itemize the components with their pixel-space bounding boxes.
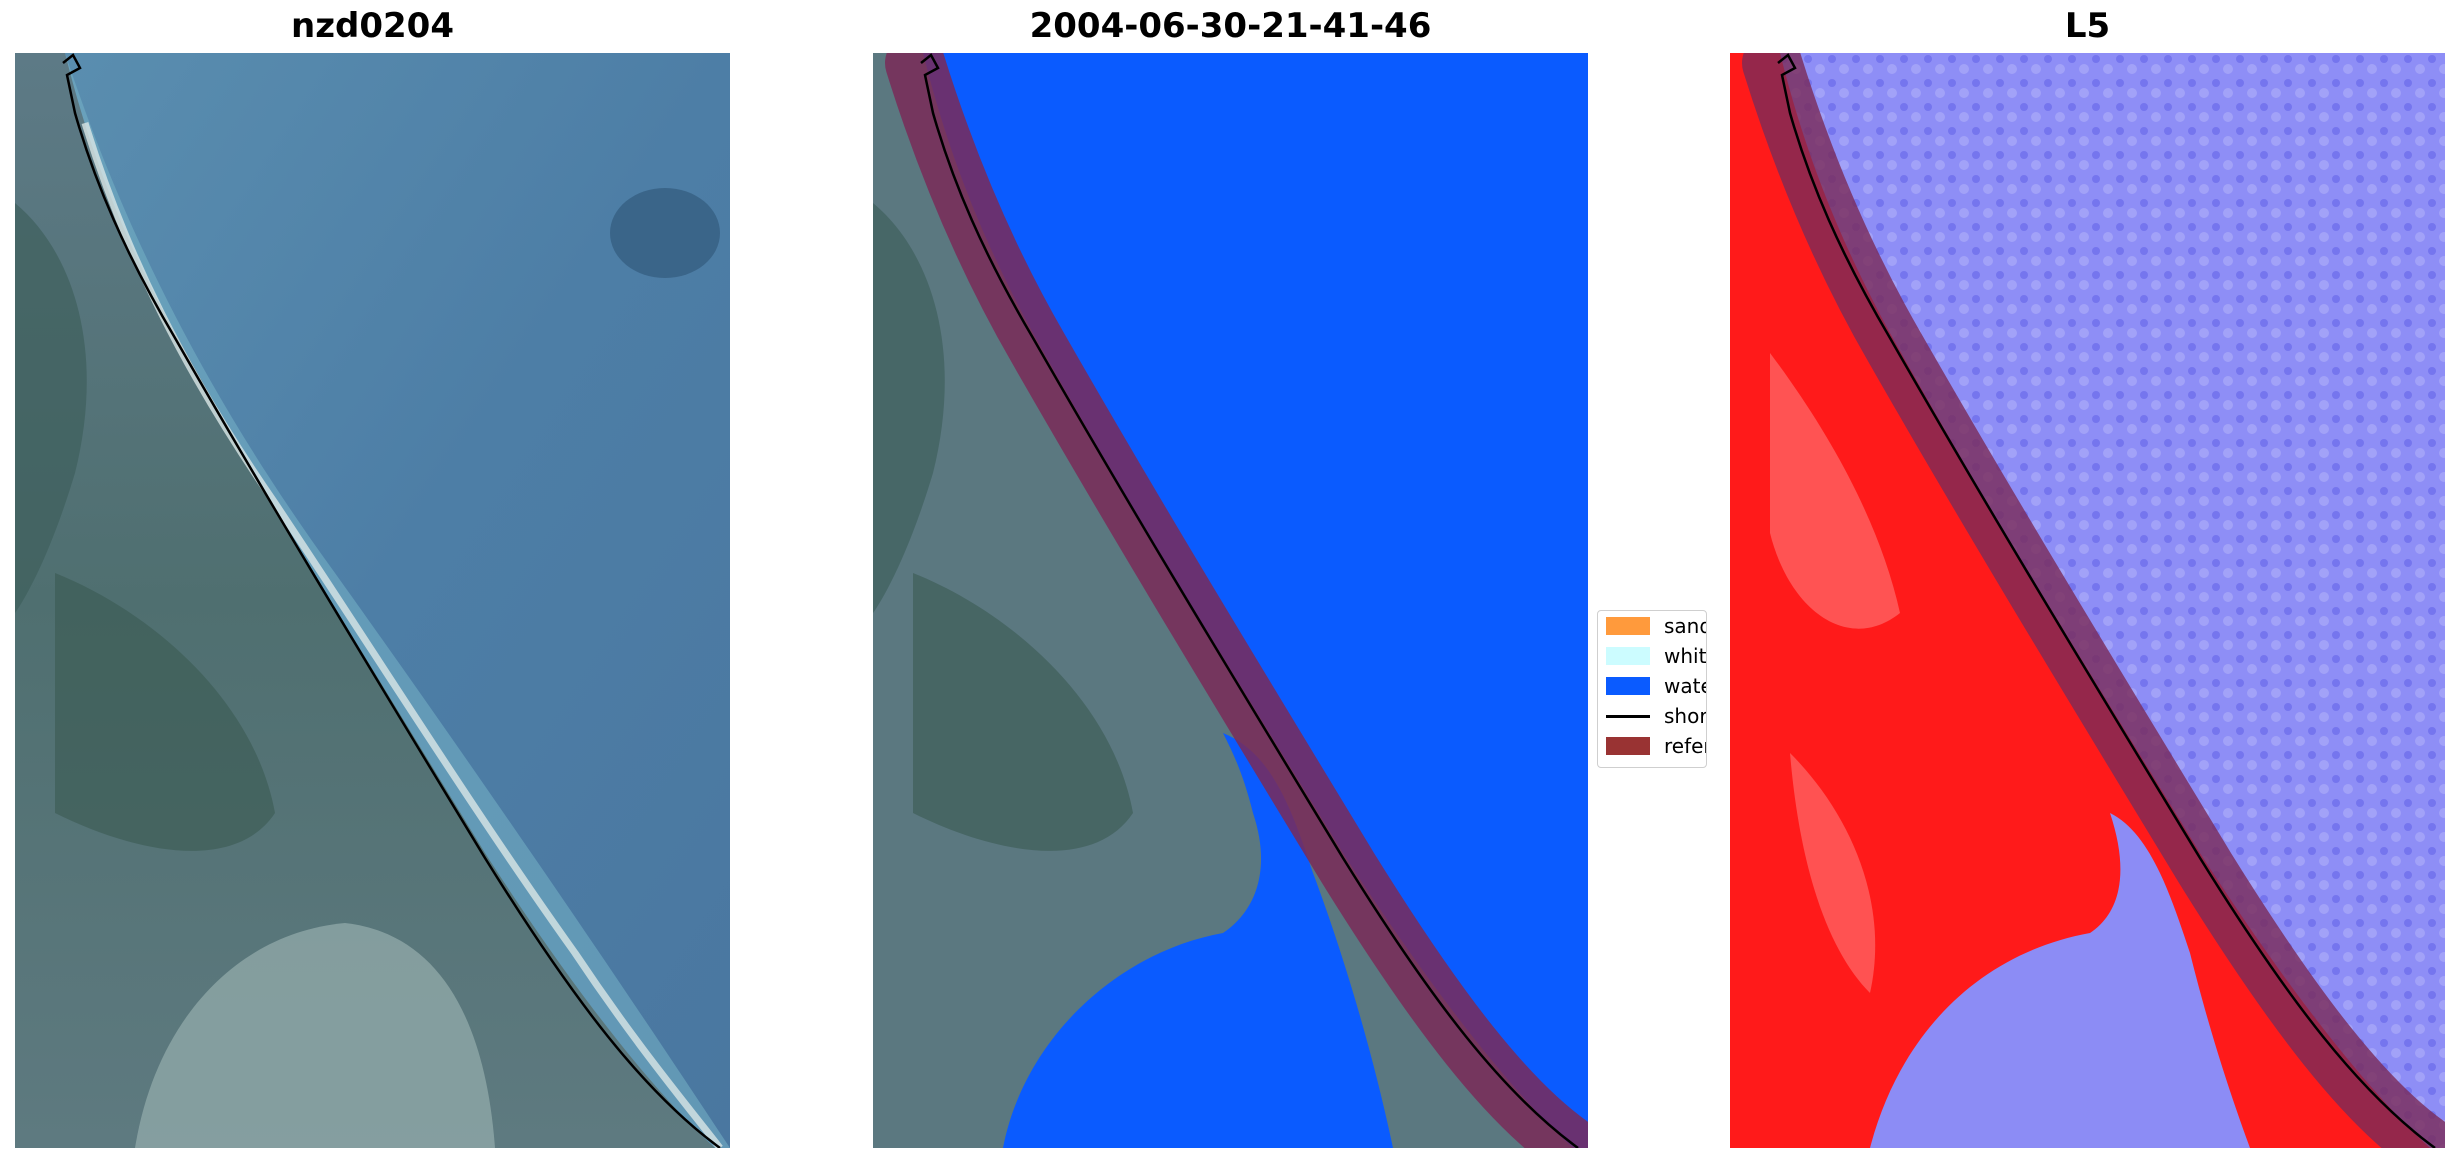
shoreline-swatch xyxy=(1606,714,1650,718)
legend-item-shoreline: shoreline xyxy=(1606,703,1707,729)
legend-item-sand: sand xyxy=(1606,613,1706,639)
panel-title-classified: 2004-06-30-21-41-46 xyxy=(1029,6,1432,46)
legend-label: water xyxy=(1664,674,1706,698)
legend-item-whitewater: whitewater xyxy=(1606,643,1707,669)
legend-label: reference shoreline buffer xyxy=(1664,734,1706,758)
legend-label: shoreline xyxy=(1664,704,1707,728)
shoreline-line xyxy=(920,53,1579,1148)
classified-image-panel xyxy=(873,53,1588,1148)
legend-item-water: water xyxy=(1606,673,1706,699)
panel-title-rgb: nzd0204 xyxy=(291,6,454,46)
panel-title-index: L5 xyxy=(2064,6,2111,46)
legend-item-reference-buffer: reference shoreline buffer xyxy=(1606,733,1706,759)
classified-image xyxy=(873,53,1588,1148)
whitewater-swatch xyxy=(1606,647,1650,665)
index-image-panel xyxy=(1730,53,2445,1148)
sand-swatch xyxy=(1606,617,1650,635)
shoreline-line xyxy=(62,53,721,1148)
water-swatch xyxy=(1606,677,1650,695)
legend: sand whitewater water shoreline referenc… xyxy=(1597,610,1707,768)
rgb-image-panel xyxy=(15,53,730,1148)
index-image xyxy=(1730,53,2445,1148)
rgb-image xyxy=(15,53,730,1148)
legend-label: whitewater xyxy=(1664,644,1707,668)
buffer-swatch xyxy=(1606,737,1650,755)
shoreline-line xyxy=(1777,53,2436,1148)
legend-label: sand xyxy=(1664,614,1706,638)
